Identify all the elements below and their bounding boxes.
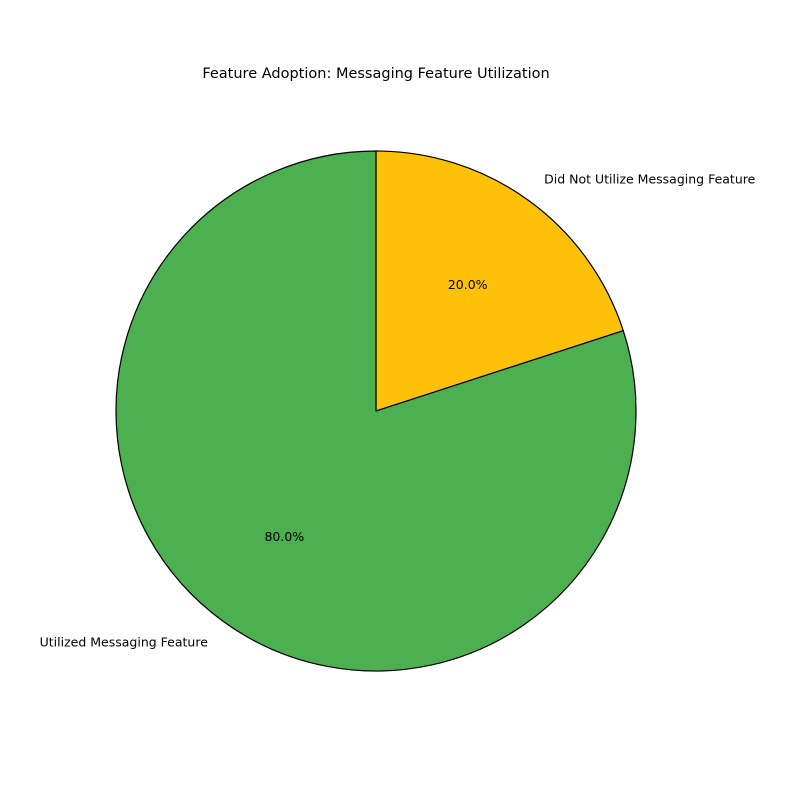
chart-title: Feature Adoption: Messaging Feature Util…: [202, 66, 549, 82]
pie-slice-1: [115, 150, 637, 672]
pie-labels: Did Not Utilize Messaging Feature 20.0% Ut…: [40, 172, 756, 650]
slice-label-1: Utilized Messaging Feature: [40, 634, 209, 649]
slice-label-0: Did Not Utilize Messaging Feature: [544, 172, 756, 187]
pie-slices: [115, 150, 637, 672]
slice-percent-label-0: 20.0%: [448, 277, 488, 292]
slice-percent-label-1: 80.0%: [264, 529, 304, 544]
pie-slice-0: [375, 150, 624, 412]
